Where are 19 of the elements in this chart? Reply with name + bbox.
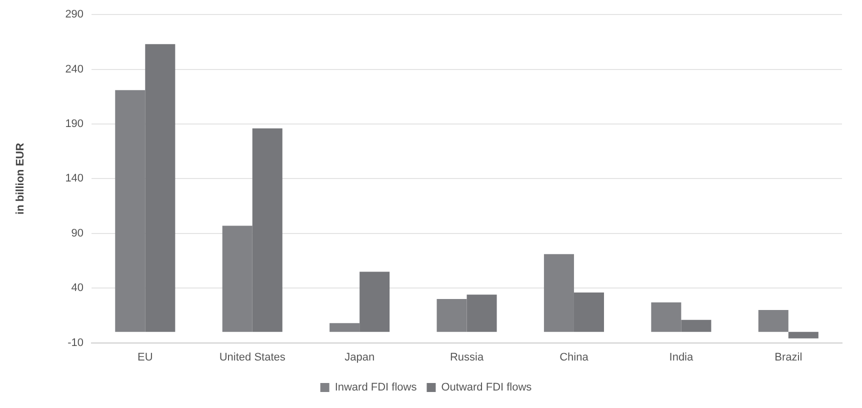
legend-label: Inward FDI flows <box>334 382 418 394</box>
y-tick-label: 190 <box>65 118 84 130</box>
bar <box>758 310 788 332</box>
y-tick-label: 240 <box>65 63 84 76</box>
x-tick-label: Japan <box>344 351 375 364</box>
x-tick-label: Brazil <box>774 351 802 364</box>
y-axis-title: in billion EUR <box>14 142 27 214</box>
x-tick-label: United States <box>219 351 286 364</box>
legend-label: Outward FDI flows <box>441 382 532 394</box>
bar <box>788 332 818 338</box>
x-tick-label: EU <box>138 351 153 364</box>
x-tick-label: Russia <box>450 351 484 364</box>
x-tick-label: China <box>560 351 590 364</box>
y-tick-label: 40 <box>71 282 84 294</box>
x-tick-label: India <box>669 351 694 364</box>
y-tick-label: 290 <box>65 8 84 21</box>
y-tick-label: 140 <box>65 172 84 185</box>
y-tick-label: -10 <box>68 336 84 349</box>
y-tick-label: 90 <box>71 227 84 240</box>
